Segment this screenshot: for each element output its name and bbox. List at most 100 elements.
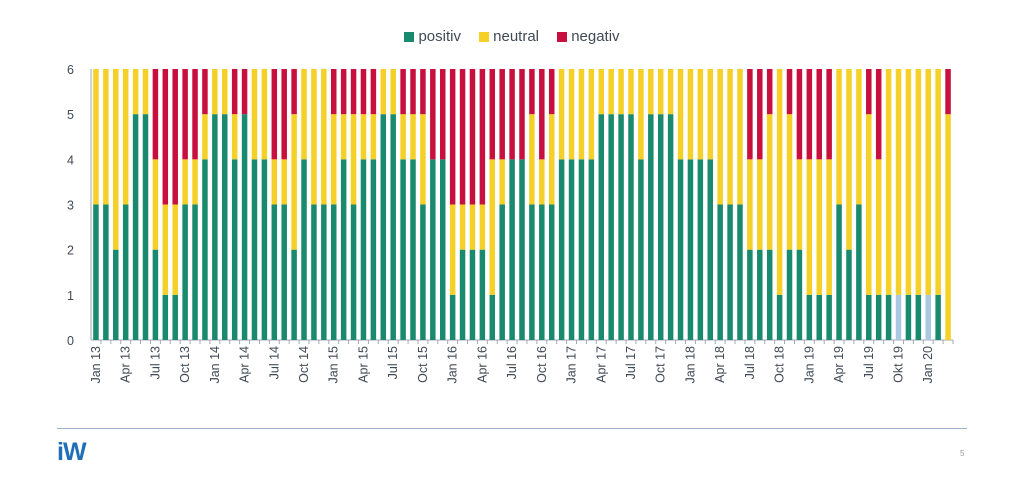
bar-positiv <box>390 114 396 341</box>
bar-positiv <box>737 204 743 340</box>
bar-positiv <box>925 294 931 340</box>
bar-positiv <box>915 294 922 340</box>
bar-positiv <box>321 204 327 340</box>
bar-positiv <box>222 114 228 341</box>
bar-positiv <box>449 294 456 340</box>
y-tick-label: 3 <box>67 199 74 213</box>
bar-positiv <box>430 159 436 340</box>
bar-negativ <box>152 69 159 160</box>
x-tick-label: Jul 13 <box>148 346 162 379</box>
bar-neutral <box>677 69 684 160</box>
bar-positiv <box>420 204 426 340</box>
bar-neutral <box>182 159 188 205</box>
x-tick-label: Oct 13 <box>178 346 192 383</box>
bar-neutral <box>410 114 416 160</box>
bar-negativ <box>182 69 188 160</box>
x-tick-label: Apr 14 <box>238 346 252 383</box>
bar-positiv <box>608 114 614 341</box>
x-tick-label: Jan 18 <box>683 346 697 384</box>
bar-neutral <box>568 69 575 160</box>
bar-positiv <box>588 159 595 340</box>
bar-positiv <box>529 204 535 340</box>
bar-neutral <box>192 159 198 205</box>
bar-positiv <box>806 294 813 340</box>
bar-positiv <box>856 204 862 340</box>
bar-neutral <box>489 159 496 295</box>
bar-negativ <box>539 69 545 160</box>
bar-positiv <box>261 159 268 340</box>
bar-positiv <box>826 294 832 340</box>
bar-positiv <box>757 249 763 340</box>
x-tick-label: Jul 16 <box>505 346 519 379</box>
bar-neutral <box>370 114 377 160</box>
bar-neutral <box>479 204 486 250</box>
bar-negativ <box>529 69 535 115</box>
bar-neutral <box>132 69 139 115</box>
bar-positiv <box>598 114 605 341</box>
bar-neutral <box>618 69 624 115</box>
bar-neutral <box>925 69 931 295</box>
bar-neutral <box>142 69 149 115</box>
bar-positiv <box>122 204 129 340</box>
bar-neutral <box>935 69 941 295</box>
bar-positiv <box>360 159 367 340</box>
legend-swatch-negativ <box>557 31 568 42</box>
bar-negativ <box>875 69 882 160</box>
bar-positiv <box>479 249 486 340</box>
bar-positiv <box>103 204 109 340</box>
legend-item-positiv: positiv <box>404 28 461 45</box>
bar-neutral <box>667 69 674 115</box>
x-tick-label: Jan 14 <box>208 346 222 384</box>
bar-negativ <box>479 69 486 205</box>
bar-positiv <box>697 159 704 340</box>
bar-neutral <box>321 69 327 205</box>
bar-neutral <box>539 159 545 205</box>
bar-positiv <box>162 294 169 340</box>
bar-neutral <box>360 114 367 160</box>
bar-neutral <box>548 114 555 205</box>
legend-swatch-positiv <box>404 31 415 42</box>
bar-negativ <box>241 69 248 115</box>
bar-neutral <box>915 69 922 295</box>
bar-negativ <box>796 69 803 160</box>
bar-neutral <box>152 159 159 250</box>
bar-positiv <box>707 159 714 340</box>
x-tick-label: Apr 13 <box>119 346 133 383</box>
bar-neutral <box>459 204 466 250</box>
bar-positiv <box>231 159 238 340</box>
bar-neutral <box>499 159 505 205</box>
bar-negativ <box>499 69 505 160</box>
bar-positiv <box>459 249 466 340</box>
bar-positiv <box>311 204 317 340</box>
bar-neutral <box>122 69 129 205</box>
bar-positiv <box>370 159 377 340</box>
bar-negativ <box>192 69 198 160</box>
bar-neutral <box>796 159 803 250</box>
y-tick-label: 0 <box>67 334 74 348</box>
bar-negativ <box>281 69 287 160</box>
bar-negativ <box>340 69 347 115</box>
bar-positiv <box>786 249 793 340</box>
x-tick-label: Jul 15 <box>386 346 400 379</box>
bar-neutral <box>588 69 595 160</box>
bar-neutral <box>449 204 456 295</box>
bar-negativ <box>945 69 951 115</box>
bar-positiv <box>469 249 476 340</box>
bar-neutral <box>707 69 714 160</box>
bar-positiv <box>350 204 357 340</box>
x-tick-label: Jan 20 <box>921 346 935 384</box>
bar-neutral <box>529 114 535 205</box>
bar-negativ <box>430 69 436 160</box>
bar-negativ <box>370 69 377 115</box>
bar-positiv <box>677 159 684 340</box>
y-tick-label: 1 <box>67 289 74 303</box>
bar-positiv <box>291 249 297 340</box>
bar-neutral <box>103 69 109 205</box>
bar-negativ <box>509 69 515 160</box>
bar-neutral <box>856 69 862 205</box>
bar-neutral <box>222 69 228 115</box>
bar-positiv <box>509 159 515 340</box>
x-tick-label: Okt 19 <box>892 346 906 383</box>
bar-neutral <box>251 69 258 160</box>
bar-neutral <box>598 69 605 115</box>
